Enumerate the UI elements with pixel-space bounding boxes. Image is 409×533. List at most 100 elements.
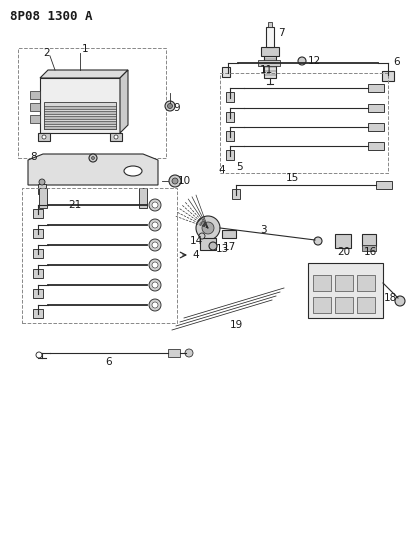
Bar [30,91,40,99]
Text: 6: 6 [105,357,111,367]
Bar [225,150,234,160]
Circle shape [164,101,175,111]
Bar [334,234,350,248]
Bar [40,78,120,133]
Text: 12: 12 [307,56,321,66]
Bar [220,73,387,173]
Bar [44,121,116,124]
Circle shape [196,216,220,240]
Circle shape [172,178,178,184]
Bar [139,188,147,208]
Text: 19: 19 [229,320,243,330]
Bar [263,56,275,78]
Bar [225,92,234,102]
Text: 16: 16 [363,247,376,257]
Bar [22,188,177,323]
Circle shape [39,179,45,185]
Text: 11: 11 [259,65,272,75]
Text: 4: 4 [218,165,224,175]
Text: 2: 2 [43,48,49,58]
Bar [44,111,116,114]
Bar [39,188,47,208]
Text: 8: 8 [30,152,36,162]
Circle shape [152,242,157,248]
Bar [33,309,43,318]
Circle shape [148,199,161,211]
Circle shape [114,135,118,139]
Text: 3: 3 [259,225,266,235]
Bar [44,116,116,119]
Text: 15: 15 [285,173,299,183]
Bar [200,238,216,250]
Bar [38,184,46,194]
Circle shape [209,242,216,250]
Bar [33,229,43,238]
Bar [30,103,40,111]
Circle shape [184,349,193,357]
Circle shape [297,57,305,65]
Polygon shape [40,70,128,78]
Bar [33,269,43,278]
Polygon shape [28,154,157,185]
Bar [33,289,43,298]
Text: 20: 20 [336,247,349,257]
Ellipse shape [124,166,142,176]
Circle shape [152,302,157,308]
Circle shape [394,296,404,306]
Bar [361,234,375,246]
Circle shape [152,282,157,288]
Text: 1: 1 [82,44,88,54]
Bar [367,123,383,131]
Polygon shape [120,70,128,133]
Text: 5: 5 [236,162,242,172]
Text: 21: 21 [68,200,81,210]
Circle shape [148,219,161,231]
Circle shape [148,239,161,251]
Bar [361,245,375,251]
Bar [312,275,330,291]
Text: 6: 6 [392,57,399,67]
Bar [33,249,43,258]
Bar [356,297,374,313]
Bar [38,133,50,141]
Text: 8P08 1300 A: 8P08 1300 A [10,10,92,23]
Bar [44,102,116,129]
Circle shape [167,103,172,109]
Circle shape [89,154,97,162]
Circle shape [198,233,204,239]
Bar [44,126,116,129]
Circle shape [148,299,161,311]
Bar [261,47,278,56]
Text: 9: 9 [173,103,179,113]
Bar [225,112,234,122]
Bar [18,48,166,158]
Bar [307,263,382,318]
Circle shape [148,259,161,271]
Circle shape [91,157,94,159]
Bar [334,297,352,313]
Bar [367,104,383,112]
Text: 4: 4 [191,250,198,260]
Bar [168,349,180,357]
Bar [367,84,383,92]
Bar [375,181,391,189]
Bar [334,275,352,291]
Text: 10: 10 [178,176,191,186]
Text: 17: 17 [222,242,236,252]
Bar [367,142,383,150]
Text: 18: 18 [383,293,396,303]
Circle shape [42,135,46,139]
Bar [265,27,273,47]
Bar [225,131,234,141]
Bar [110,133,122,141]
Circle shape [202,222,213,234]
Bar [267,22,271,27]
Circle shape [152,222,157,228]
Circle shape [148,279,161,291]
Bar [312,297,330,313]
Text: 14: 14 [189,236,203,246]
Bar [356,275,374,291]
Circle shape [169,175,180,187]
Text: 7: 7 [277,28,284,38]
Bar [257,60,279,66]
